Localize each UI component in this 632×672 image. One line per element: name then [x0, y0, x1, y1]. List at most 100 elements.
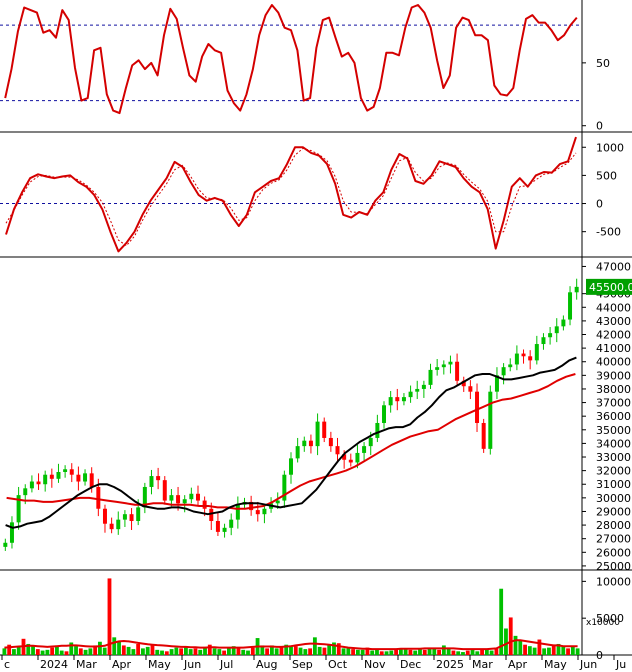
volume-bar — [83, 649, 88, 655]
price-y-tick-label: 26000 — [596, 546, 631, 559]
volume-bar — [513, 635, 518, 655]
price-y-tick-label: 25000 — [596, 560, 631, 573]
x-tick-label: Nov — [364, 658, 386, 671]
volume-bar — [365, 647, 370, 655]
volume-bar — [164, 651, 169, 655]
candle-body — [202, 500, 207, 509]
volume-bar — [55, 645, 59, 655]
candle-body — [129, 514, 134, 521]
oscillator-middle-y-tick-label: 1000 — [596, 141, 624, 154]
candle-body — [295, 446, 300, 459]
candle-body — [481, 422, 486, 449]
volume-bar — [260, 645, 265, 655]
volume-bar — [7, 644, 12, 655]
x-tick-label: Jun — [579, 658, 597, 671]
candle-body — [56, 471, 61, 479]
volume-bar — [327, 645, 332, 655]
candle-body — [156, 476, 161, 481]
candle-body — [554, 326, 559, 334]
volume-bar — [370, 650, 375, 655]
candle-body — [122, 514, 127, 520]
candle-body — [63, 469, 68, 472]
price-y-tick-label: 33000 — [596, 451, 631, 464]
price-y-tick-label: 41000 — [596, 342, 631, 355]
candle-body — [29, 481, 34, 489]
candle-body — [388, 397, 393, 406]
volume-bar — [31, 646, 35, 655]
volume-bar — [398, 648, 403, 655]
volume-bar — [241, 649, 246, 655]
volume-bar — [575, 648, 580, 655]
volume-bar — [269, 645, 274, 655]
price-y-tick-label: 42000 — [596, 329, 631, 342]
price-y-tick-label: 34000 — [596, 437, 631, 450]
volume-bar — [293, 646, 298, 655]
candle-body — [441, 364, 446, 368]
volume-bar — [446, 647, 451, 655]
candle-body — [69, 469, 74, 475]
volume-bar — [532, 647, 537, 655]
volume-bar — [494, 648, 499, 655]
volume-bar — [375, 649, 379, 655]
candle-body — [322, 421, 327, 438]
candle-body — [401, 397, 406, 402]
volume-bar — [336, 643, 341, 655]
candle-body — [209, 508, 214, 521]
oscillator-top-y-tick-label: 50 — [596, 57, 610, 70]
x-tick-label: Sep — [292, 658, 313, 671]
candle-body — [255, 510, 260, 515]
candle-body — [541, 337, 546, 345]
volume-bar — [274, 648, 279, 655]
volume-bar — [451, 650, 456, 655]
volume-bar — [121, 645, 126, 655]
oscillator-series-line — [4, 4, 578, 115]
price-y-tick-label: 43000 — [596, 315, 631, 328]
volume-bar — [527, 646, 532, 655]
candle-body — [235, 504, 240, 520]
volume-bar — [432, 648, 437, 655]
price-y-tick-label: 27000 — [596, 533, 631, 546]
volume-bar — [35, 649, 40, 655]
candle-body — [315, 421, 320, 447]
candle-body — [36, 481, 41, 485]
candle-body — [16, 495, 21, 523]
price-y-tick-label: 47000 — [596, 260, 631, 273]
x-tick-label: Ju — [615, 658, 626, 671]
price-y-tick-label: 44000 — [596, 301, 631, 314]
volume-average-line — [4, 639, 578, 651]
volume-y-tick-label: 5000 — [596, 612, 624, 625]
candle-body — [182, 499, 187, 504]
volume-bar — [155, 649, 160, 655]
volume-bar — [523, 644, 527, 655]
volume-bar — [437, 649, 441, 655]
candle-body — [149, 476, 154, 487]
candle-body — [521, 353, 526, 357]
volume-bar — [78, 648, 83, 655]
volume-bar — [12, 649, 16, 655]
volume-bar — [88, 648, 93, 655]
candle-body — [83, 473, 88, 482]
x-tick-label: Dec — [400, 658, 421, 671]
volume-bar — [226, 648, 231, 655]
candle-body — [461, 380, 466, 387]
candle-body — [514, 353, 519, 365]
x-tick-label: 2024 — [40, 658, 68, 671]
candle-body — [3, 542, 8, 547]
x-tick-label: Apr — [508, 658, 528, 671]
volume-bar — [465, 650, 470, 655]
volume-panel: 0 5000 10000 x10000 — [2, 575, 631, 662]
volume-bar — [207, 644, 212, 655]
volume-bar — [193, 648, 198, 655]
candle-body — [136, 507, 141, 521]
volume-bar — [131, 649, 136, 655]
candle-body — [395, 397, 400, 402]
candle-body — [428, 369, 433, 385]
volume-bar — [203, 646, 207, 655]
x-tick-label: May — [544, 658, 567, 671]
volume-bar — [332, 642, 336, 655]
volume-bar — [40, 650, 45, 655]
volume-bar — [351, 649, 356, 655]
volume-bar — [547, 647, 551, 655]
volume-bar — [169, 649, 174, 655]
